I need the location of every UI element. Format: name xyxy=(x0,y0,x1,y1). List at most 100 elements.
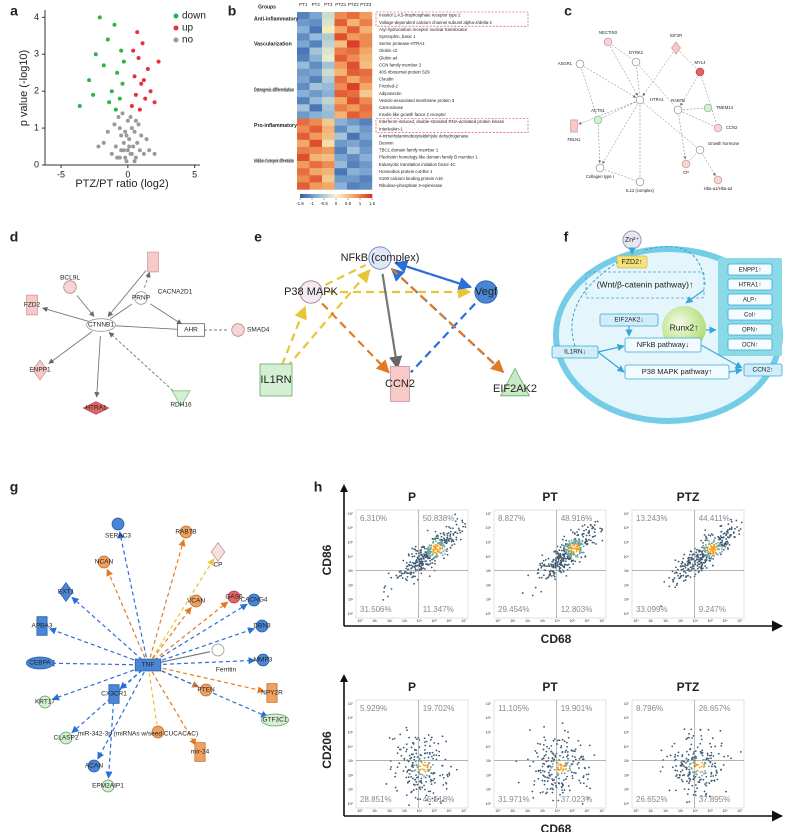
event-dot xyxy=(563,550,566,553)
event-dot xyxy=(547,766,550,768)
event-dot xyxy=(736,526,738,528)
event-dot xyxy=(546,788,549,791)
node xyxy=(25,656,55,670)
event-dot xyxy=(588,744,591,747)
event-dot xyxy=(660,749,663,752)
event-dot xyxy=(408,554,410,557)
heat-cell xyxy=(297,111,310,119)
event-dot xyxy=(443,541,446,544)
edge xyxy=(47,659,141,667)
node-label: NFkB (complex) xyxy=(341,252,420,264)
y-tick-label: 10¹ xyxy=(486,788,492,792)
event-dot xyxy=(696,561,699,564)
event-dot xyxy=(452,540,455,543)
event-dot xyxy=(694,784,697,786)
event-dot xyxy=(550,760,553,763)
event-dot xyxy=(451,544,453,547)
event-dot xyxy=(724,542,727,545)
colorbar-segment xyxy=(334,194,337,198)
event-dot xyxy=(427,557,429,560)
event-dot xyxy=(691,737,693,739)
event-dot xyxy=(671,745,674,748)
point xyxy=(123,155,128,160)
event-dot xyxy=(426,752,429,754)
event-dot xyxy=(679,770,682,773)
event-dot xyxy=(580,542,582,545)
colorbar-segment xyxy=(342,194,345,198)
edge xyxy=(119,669,143,690)
event-dot xyxy=(697,556,700,559)
x-tick-label: 10⁵ xyxy=(432,809,438,813)
node-label: VCAN xyxy=(187,598,205,605)
colorbar-segment xyxy=(318,194,321,198)
point xyxy=(137,148,142,153)
node xyxy=(631,57,641,67)
group-label: Pro-inflammatory xyxy=(254,123,297,129)
heat-cell xyxy=(334,139,348,148)
node-label: GTF3C1 xyxy=(263,717,288,724)
event-dot xyxy=(446,548,449,550)
heat-cell xyxy=(322,97,335,105)
heat-cell xyxy=(334,168,348,176)
heat-cell xyxy=(334,47,348,55)
event-dot xyxy=(408,804,410,807)
event-dot xyxy=(676,582,679,585)
event-dot xyxy=(692,565,694,568)
node-label: MMP3 xyxy=(254,657,273,664)
box xyxy=(743,363,783,377)
quadrant-percent: 44.411% xyxy=(699,514,730,523)
y-tick-label: 0 xyxy=(34,159,39,169)
y-tick-label: 10⁴ xyxy=(624,555,630,559)
event-dot xyxy=(692,761,695,764)
event-dot xyxy=(739,528,742,530)
event-dot xyxy=(415,752,418,755)
event-dot xyxy=(459,531,462,534)
row-label: S100 calcium binding protein A16 xyxy=(379,176,443,181)
x-tick-label: 10³ xyxy=(678,809,684,813)
point xyxy=(91,92,96,97)
node-label: CACNA2D1 xyxy=(158,289,193,296)
event-dot xyxy=(579,543,582,546)
event-dot xyxy=(429,551,432,554)
event-dot xyxy=(705,567,708,569)
event-dot xyxy=(708,556,710,558)
event-dot xyxy=(558,739,561,742)
node xyxy=(36,616,48,636)
colorbar-label: -1 xyxy=(310,201,314,206)
event-dot xyxy=(560,571,563,574)
event-dot xyxy=(705,792,708,795)
event-dot xyxy=(727,754,729,757)
event-dot xyxy=(455,768,458,771)
event-dot xyxy=(442,784,445,786)
point xyxy=(132,74,137,79)
event-dot xyxy=(569,769,572,772)
event-dot xyxy=(676,572,678,574)
event-dot xyxy=(428,544,431,547)
event-dot xyxy=(450,540,453,543)
event-dot xyxy=(430,566,433,569)
event-dot xyxy=(385,783,388,785)
event-dot xyxy=(547,757,550,759)
event-dot xyxy=(594,520,597,523)
column-label: PT1 xyxy=(299,2,308,7)
edge xyxy=(602,104,638,164)
node xyxy=(595,163,605,173)
event-dot xyxy=(423,741,426,744)
y-tick-label: 10⁶ xyxy=(624,716,630,720)
label: IL1RN↓ xyxy=(564,349,586,356)
edge xyxy=(602,101,636,119)
y-tick-label: 10² xyxy=(348,773,354,777)
event-dot xyxy=(564,762,567,764)
event-dot xyxy=(546,745,548,748)
heat-cell xyxy=(309,83,323,91)
colorbar-segment xyxy=(362,194,365,198)
point xyxy=(101,140,106,145)
colorbar-segment xyxy=(324,194,327,198)
event-dot xyxy=(449,533,452,536)
event-dot xyxy=(408,754,411,757)
event-dot xyxy=(709,550,712,553)
x-tick-label: 10¹ xyxy=(372,619,378,623)
event-dot xyxy=(717,541,720,544)
event-dot xyxy=(428,753,431,755)
point xyxy=(129,126,134,131)
